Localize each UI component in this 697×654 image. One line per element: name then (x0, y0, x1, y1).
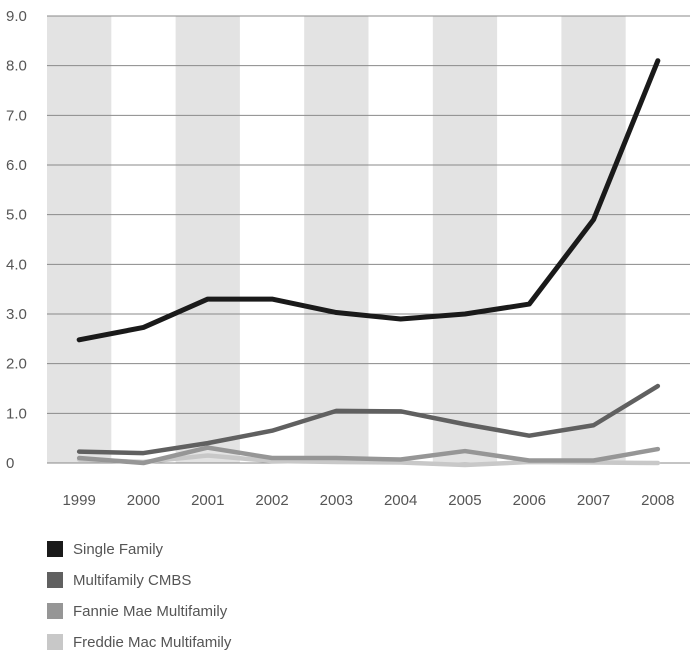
y-tick-label: 5.0 (6, 207, 27, 224)
x-tick-label: 2000 (127, 492, 160, 509)
y-axis-ticks: 0 1.0 2.0 3.0 4.0 5.0 6.0 7.0 8.0 9.0 (6, 8, 27, 472)
x-tick-label: 2008 (641, 492, 674, 509)
legend-label: Single Family (73, 541, 164, 558)
column-band (432, 16, 498, 463)
series-lines (76, 58, 661, 468)
y-tick-label: 2.0 (6, 356, 27, 373)
y-tick-label: 1.0 (6, 405, 27, 422)
x-tick-label: 2001 (191, 492, 224, 509)
x-tick-label: 2003 (320, 492, 353, 509)
legend-label: Multifamily CMBS (73, 572, 191, 589)
y-tick-label: 4.0 (6, 256, 27, 273)
y-tick-label: 0 (6, 455, 14, 472)
y-tick-label: 9.0 (6, 8, 27, 25)
x-tick-label: 2005 (448, 492, 481, 509)
column-band (304, 16, 369, 463)
y-tick-label: 7.0 (6, 107, 27, 124)
legend-swatch (47, 541, 63, 557)
x-tick-label: 2004 (384, 492, 417, 509)
series-line-multifamily-cmbs (76, 383, 661, 456)
series-line-single-family (76, 58, 661, 343)
gridlines (47, 15, 690, 464)
y-tick-label: 6.0 (6, 157, 27, 174)
column-band (47, 16, 112, 463)
legend-label: Fannie Mae Multifamily (73, 603, 228, 620)
y-tick-label: 8.0 (6, 58, 27, 75)
x-axis-ticks: 1999 2000 2001 2002 2003 2004 2005 2006 2007 2008 (62, 492, 674, 509)
x-tick-label: 1999 (62, 492, 95, 509)
legend-swatch (47, 634, 63, 650)
column-bands (47, 16, 626, 463)
x-tick-label: 2007 (577, 492, 610, 509)
legend-swatch (47, 572, 63, 588)
column-band (175, 16, 240, 463)
series-line-fannie-mae-multifamily (76, 445, 661, 466)
y-tick-label: 3.0 (6, 306, 27, 323)
x-tick-label: 2002 (255, 492, 288, 509)
column-band (561, 16, 626, 463)
legend-swatch (47, 603, 63, 619)
legend: Single Family Multifamily CMBS Fannie Mae … (47, 541, 232, 651)
legend-label: Freddie Mac Multifamily (73, 634, 232, 651)
x-tick-label: 2006 (513, 492, 546, 509)
